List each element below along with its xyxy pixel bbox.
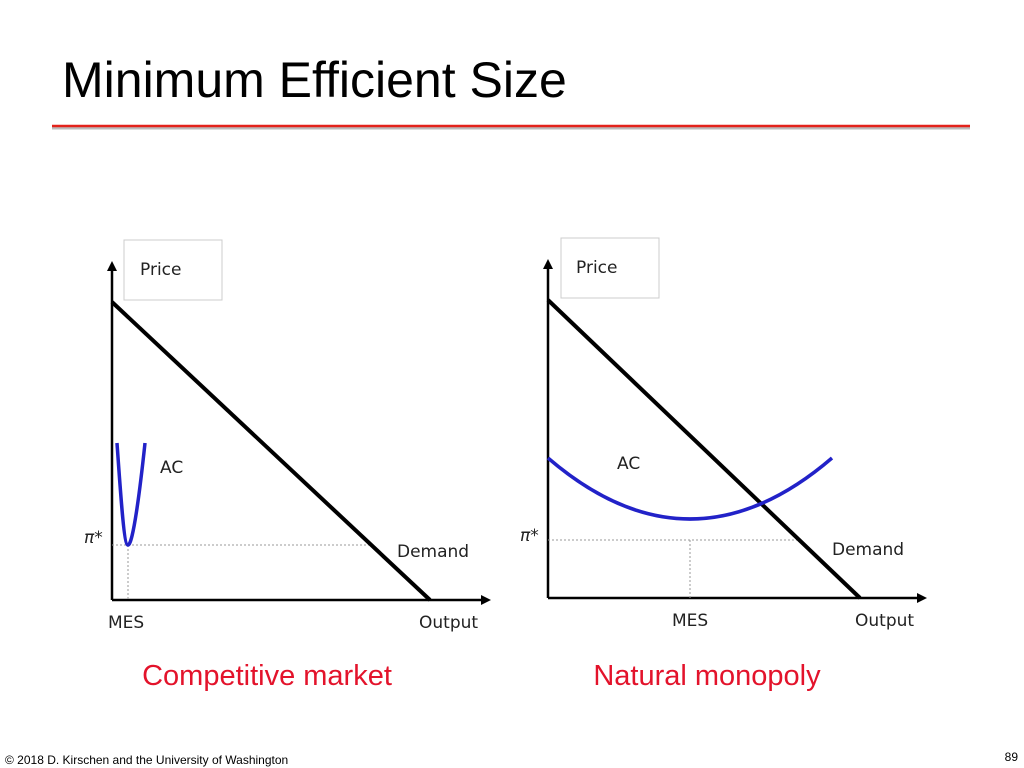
y-axis-label: Price <box>576 258 617 278</box>
demand-label: Demand <box>397 542 469 562</box>
caption: Natural monopoly <box>593 660 821 692</box>
slide-title: Minimum Efficient Size <box>62 52 567 108</box>
caption: Competitive market <box>142 660 392 692</box>
y-axis-label: Price <box>140 260 181 280</box>
demand-line <box>546 298 862 600</box>
ac-curve <box>115 442 147 547</box>
mes-label: MES <box>672 611 708 631</box>
label-box <box>560 237 660 299</box>
label-box <box>123 239 223 301</box>
x-axis-label: Output <box>855 611 914 631</box>
page-number: 89 <box>1005 750 1019 764</box>
ac-curve <box>546 456 834 521</box>
x-axis-label: Output <box>419 613 478 633</box>
diagram-monopoly: Price AC Demand π* MES Output Natural mo… <box>520 237 927 692</box>
price-label: π* <box>520 526 539 546</box>
mes-label: MES <box>108 613 144 633</box>
diagram-competitive: Price AC Demand π* MES Output Competitiv… <box>84 239 491 692</box>
copyright: © 2018 D. Kirschen and the University of… <box>5 753 288 767</box>
demand-label: Demand <box>832 540 904 560</box>
ac-label: AC <box>617 454 640 474</box>
price-label: π* <box>84 528 103 548</box>
ac-label: AC <box>160 458 183 478</box>
demand-line <box>110 300 432 602</box>
